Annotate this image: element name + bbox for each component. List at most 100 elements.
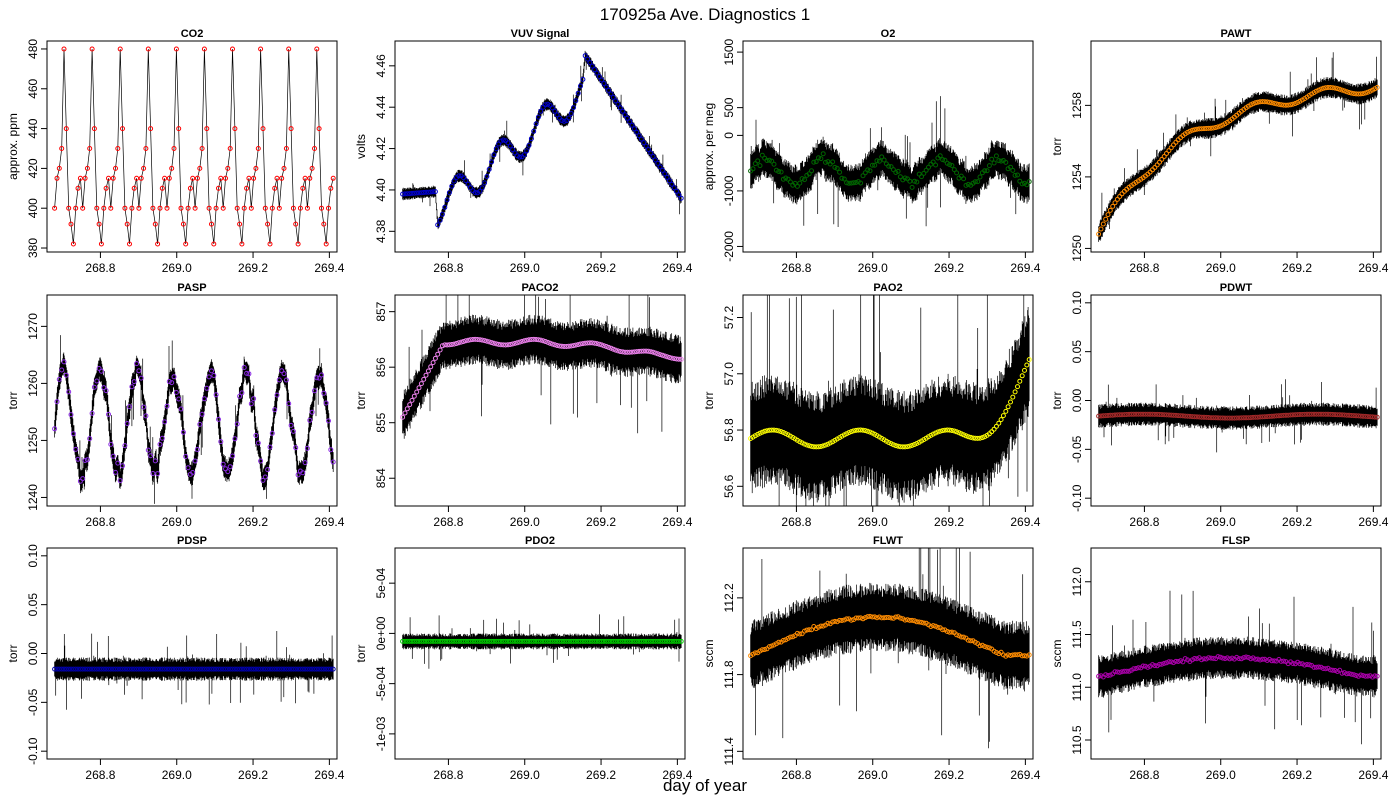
data-point [930, 431, 936, 437]
data-point [227, 666, 233, 672]
data-point [629, 122, 635, 128]
y-tick-label: 111.8 [722, 660, 736, 689]
data-point [1374, 673, 1380, 679]
data-point [56, 376, 62, 382]
data-point [1276, 413, 1282, 419]
data-point [290, 428, 296, 434]
x-tick-label: 269.4 [1010, 768, 1040, 782]
data-point [458, 638, 464, 644]
y-tick-label: 0.05 [1070, 340, 1084, 364]
data-point [201, 46, 207, 52]
data-point [300, 666, 306, 672]
data-point [176, 666, 182, 672]
data-point [1171, 660, 1176, 666]
data-point [486, 166, 492, 172]
data-point [841, 176, 847, 182]
data-point [613, 638, 619, 644]
data-point [963, 433, 969, 439]
data-point [627, 638, 633, 644]
data-point [919, 174, 924, 180]
data-point [615, 348, 621, 354]
data-point [872, 614, 878, 620]
data-point [900, 444, 906, 450]
data-point [940, 627, 946, 633]
data-point [199, 146, 205, 151]
data-point [1024, 653, 1030, 659]
figure-xlabel: day of year [663, 776, 747, 795]
data-point [330, 175, 336, 181]
data-point [402, 191, 408, 197]
data-point [1358, 672, 1364, 678]
x-tick-label: 268.8 [85, 768, 115, 782]
data-point [70, 431, 76, 437]
data-point [1229, 655, 1235, 661]
data-point [1295, 412, 1301, 418]
data-point [865, 428, 871, 434]
data-point [545, 339, 551, 345]
data-point [613, 347, 619, 353]
y-tick-label: 1250 [26, 427, 40, 454]
data-point [1098, 226, 1104, 232]
data-point [669, 181, 675, 187]
panel-title: PAWT [1221, 28, 1252, 40]
data-point [1010, 167, 1016, 173]
data-point [115, 460, 121, 466]
data-point [867, 429, 873, 435]
data-point [676, 356, 682, 362]
data-point [1194, 656, 1200, 662]
data-point [63, 666, 69, 672]
data-point [603, 638, 609, 644]
data-point [652, 638, 658, 644]
data-point [862, 428, 868, 434]
y-tick-label: 420 [26, 158, 40, 178]
data-point [479, 185, 485, 191]
data-point [912, 618, 917, 624]
x-tick-label: 269.2 [1282, 768, 1312, 782]
data-point [470, 638, 476, 644]
data-point [902, 444, 908, 450]
panel-title: PDWT [1220, 282, 1253, 294]
markers [748, 151, 1032, 190]
data-point [667, 355, 672, 360]
data-point [552, 108, 558, 114]
data-point [290, 666, 296, 672]
data-point [1290, 101, 1296, 107]
y-tick-label: 857 [374, 301, 388, 321]
data-point [409, 638, 415, 644]
data-point [52, 666, 58, 672]
data-point [199, 411, 205, 417]
data-point [972, 639, 978, 645]
markers [52, 359, 336, 484]
data-point [1192, 127, 1198, 133]
data-point [991, 160, 997, 166]
data-point [1363, 413, 1368, 419]
data-point [241, 365, 247, 370]
data-point [304, 205, 310, 211]
data-point [173, 666, 179, 672]
data-point [220, 666, 226, 672]
data-point [1185, 413, 1191, 419]
data-point [206, 205, 212, 211]
data-point [152, 458, 158, 464]
data-point [1220, 415, 1226, 421]
data-point [650, 349, 656, 355]
data-point [253, 165, 259, 171]
data-point [1171, 412, 1176, 418]
panel-title: PASP [177, 282, 206, 294]
data-point [479, 337, 485, 343]
data-point [253, 666, 259, 672]
data-point [444, 638, 450, 644]
data-point [865, 167, 871, 173]
y-tick-label: 5e-04 [374, 568, 388, 599]
data-point [594, 70, 600, 76]
data-point [1100, 413, 1106, 419]
data-point [423, 189, 429, 195]
data-point [827, 440, 833, 446]
data-point [998, 158, 1004, 164]
data-point [858, 180, 864, 186]
data-point [468, 337, 473, 343]
data-point [528, 136, 534, 142]
data-point [533, 638, 539, 644]
data-point [288, 422, 294, 428]
